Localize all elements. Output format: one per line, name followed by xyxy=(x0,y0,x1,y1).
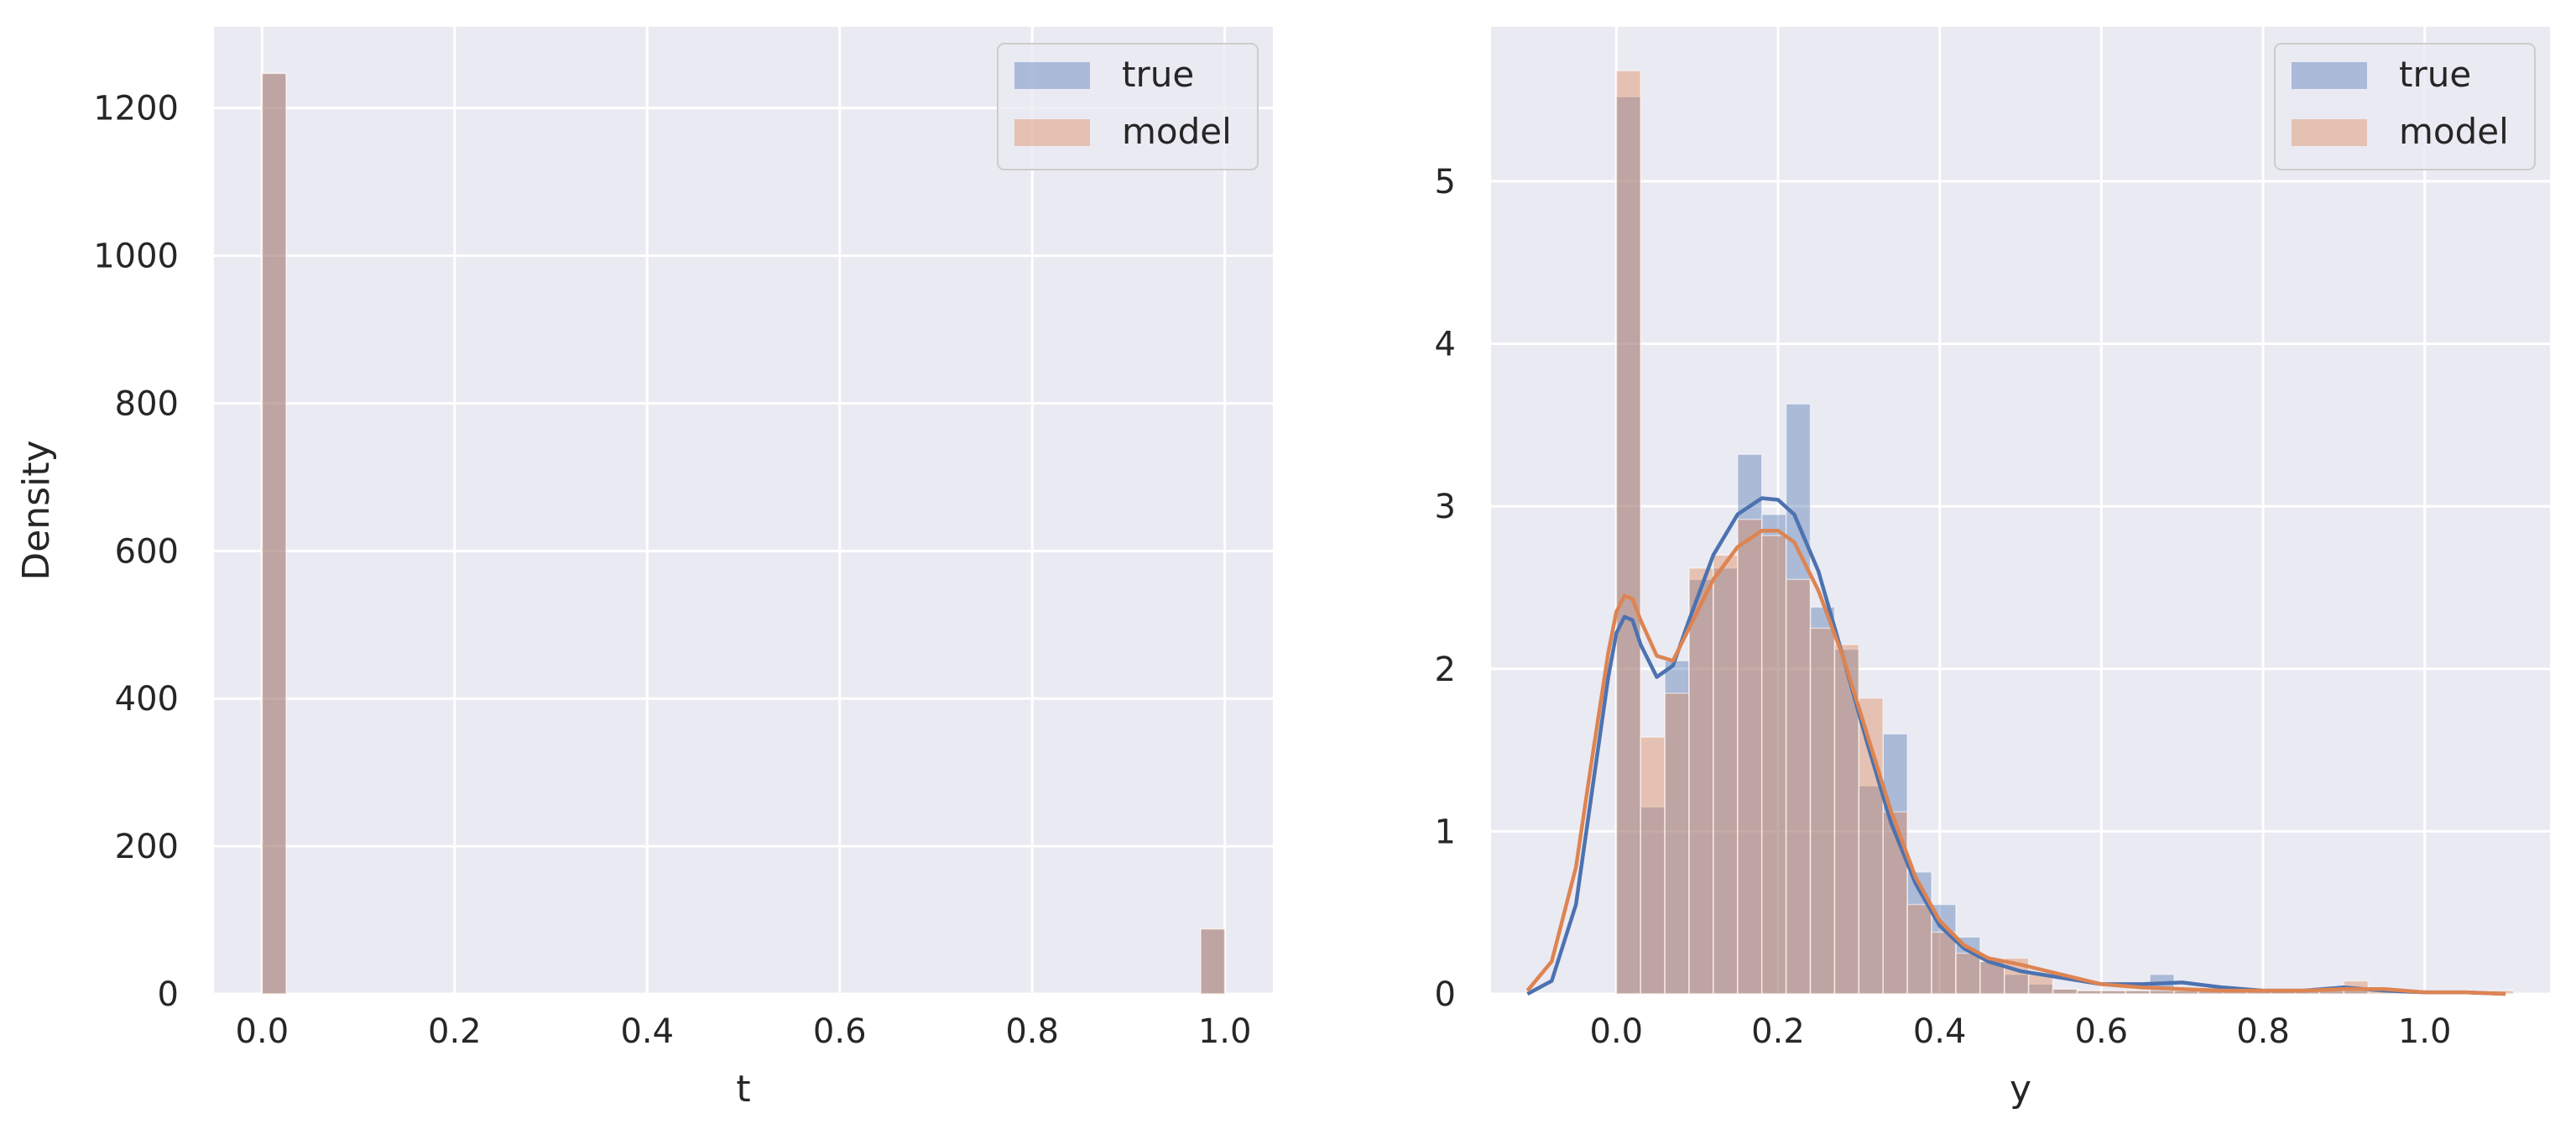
histogram-bar xyxy=(1882,733,1908,995)
legend-label-true: true xyxy=(1122,54,1194,95)
legend-swatch-model xyxy=(2292,119,2367,146)
histogram-bar xyxy=(2125,990,2151,995)
histogram-bar xyxy=(1906,903,1932,995)
histogram-bar xyxy=(1760,535,1787,995)
legend-label-model: model xyxy=(2399,111,2509,152)
histogram-bar xyxy=(1640,736,1666,995)
histogram-bar xyxy=(2076,990,2103,995)
legend-box xyxy=(2274,43,2536,170)
histogram-bar xyxy=(1882,811,1908,995)
legend: true model xyxy=(997,43,1259,170)
x-tick-label: 0.8 xyxy=(2236,1012,2290,1051)
series-model xyxy=(261,72,1226,995)
histogram-bar xyxy=(1785,578,1812,995)
y-tick-label: 2 xyxy=(1435,651,1456,689)
y-tick-label: 5 xyxy=(1435,163,1456,201)
x-tick-label: 0.4 xyxy=(620,1012,674,1051)
y-tick-label: 1 xyxy=(1435,813,1456,851)
x-tick-label: 0.2 xyxy=(1751,1012,1805,1051)
x-axis-label: t xyxy=(736,1068,750,1111)
plot-area xyxy=(1491,27,2550,994)
y-axis-label: Density xyxy=(15,440,58,580)
histogram-bar xyxy=(2149,990,2175,995)
y-tick-label: 4 xyxy=(1435,326,1456,364)
x-tick-label: 0.8 xyxy=(1005,1012,1059,1051)
legend-swatch-true xyxy=(2292,62,2367,89)
histogram-bar xyxy=(1688,567,1714,995)
y-tick-label: 800 xyxy=(115,384,179,423)
histogram-bar xyxy=(261,72,287,995)
kde-line-model xyxy=(1525,528,2506,996)
legend-label-model: model xyxy=(1122,111,1232,152)
y-tick-label: 3 xyxy=(1435,488,1456,526)
x-tick-label: 0.4 xyxy=(1913,1012,1967,1051)
y-tick-label: 0 xyxy=(158,975,179,1014)
x-tick-label: 0.6 xyxy=(813,1012,867,1051)
histogram-bar xyxy=(1955,952,1981,995)
chart-panel-1: 0.0 0.2 0.4 0.6 0.8 1.0 0 200 400 600 800 1000 1200 t… xyxy=(15,27,1273,1111)
histogram-bar xyxy=(1615,96,1641,995)
histogram-bar xyxy=(1615,70,1641,995)
histogram-bar xyxy=(1931,931,1957,995)
plot-area xyxy=(214,27,1273,994)
x-tick-label: 0.0 xyxy=(1590,1012,1644,1051)
y-tick-label: 200 xyxy=(115,828,179,866)
legend-swatch-true xyxy=(1014,62,1090,89)
y-tick-label: 0 xyxy=(1435,975,1456,1014)
histogram-bar xyxy=(1809,606,1836,995)
histogram-bar xyxy=(2052,988,2078,995)
histogram-bar xyxy=(1200,928,1226,995)
x-tick-label: 0.0 xyxy=(236,1012,289,1051)
histogram-bar xyxy=(1737,518,1763,995)
y-tick-label: 400 xyxy=(115,680,179,719)
legend-box xyxy=(997,43,1259,170)
x-tick-label: 0.2 xyxy=(428,1012,482,1051)
y-tick-label: 600 xyxy=(115,532,179,571)
legend-label-true: true xyxy=(2399,54,2471,95)
x-tick-label: 1.0 xyxy=(2398,1012,2452,1051)
chart-panel-2: 0.0 0.2 0.4 0.6 0.8 1.0 0 1 2 3 4 5 y true model xyxy=(1435,27,2550,1111)
histogram-bar xyxy=(1713,554,1739,995)
histogram-bar xyxy=(1664,693,1690,995)
x-tick-label: 1.0 xyxy=(1198,1012,1252,1051)
y-tick-label: 1000 xyxy=(93,238,179,276)
x-tick-label: 0.6 xyxy=(2075,1012,2129,1051)
histogram-bar xyxy=(1785,403,1812,995)
y-tick-label: 1200 xyxy=(93,90,179,128)
x-axis-label: y xyxy=(2010,1068,2031,1111)
legend: true model xyxy=(2274,43,2536,170)
histogram-bar xyxy=(1809,627,1836,995)
legend-swatch-model xyxy=(1014,119,1090,146)
histogram-bar xyxy=(2100,990,2126,995)
